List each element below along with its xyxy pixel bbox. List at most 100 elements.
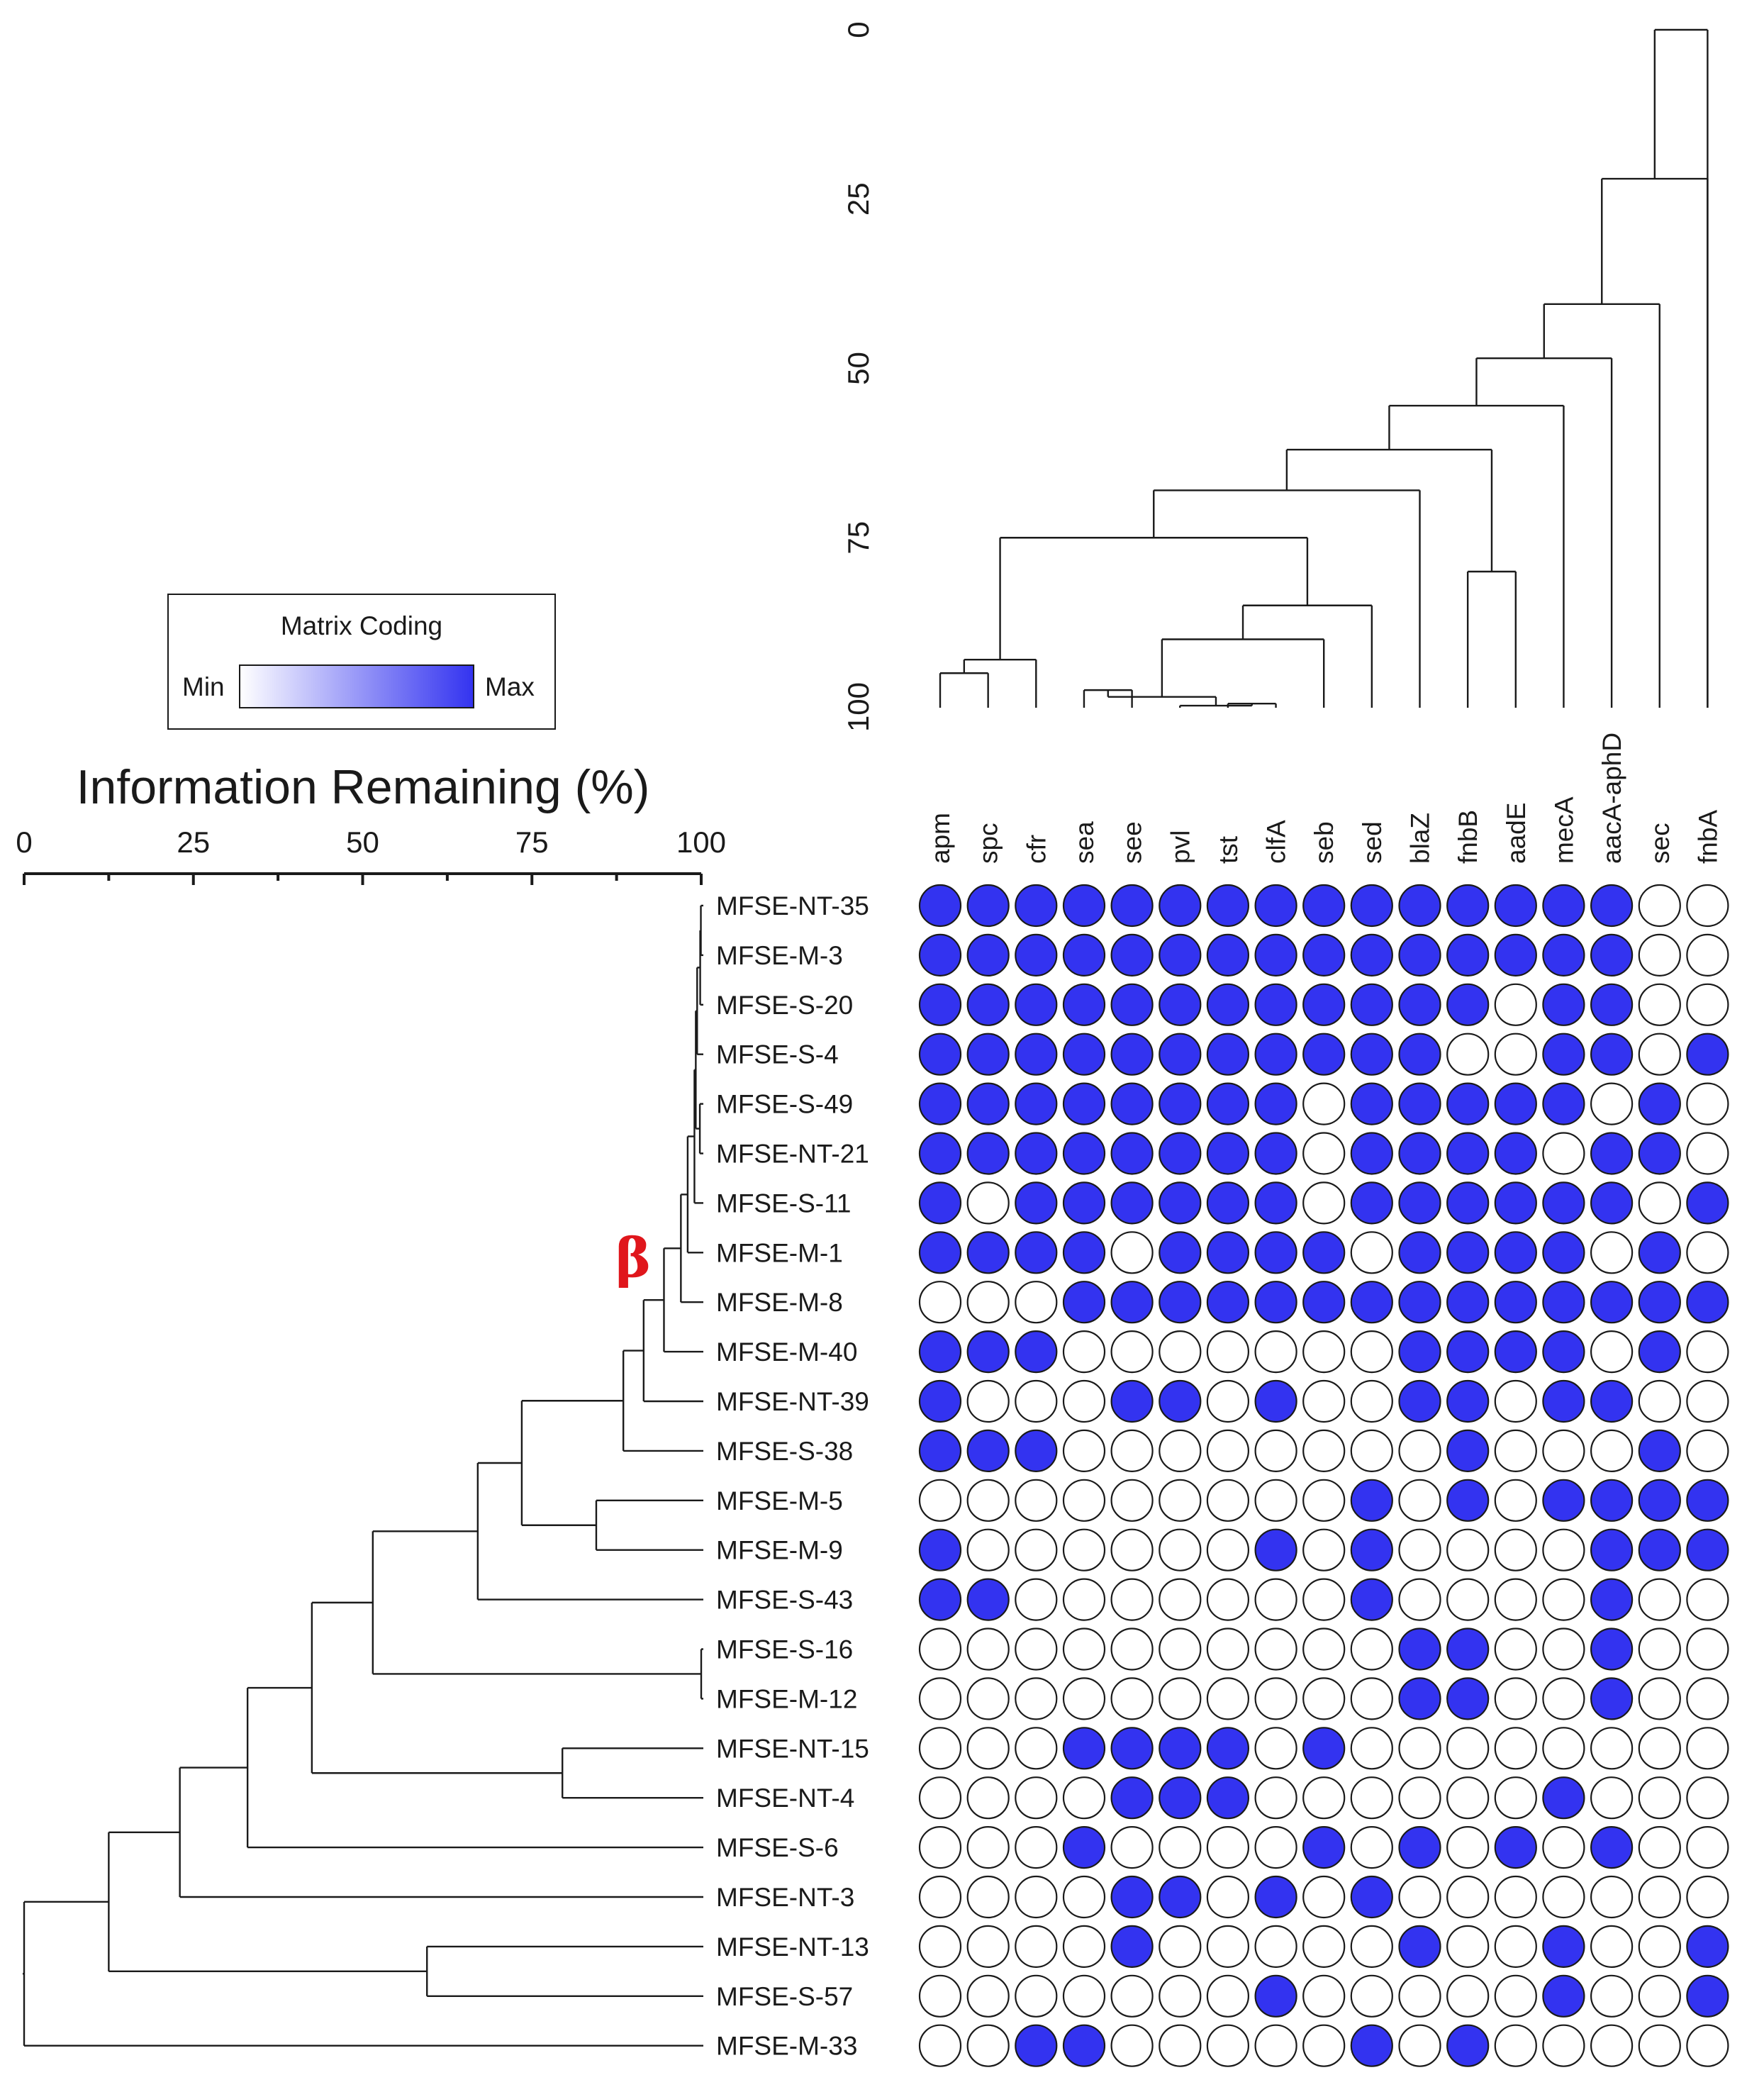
cell-mfse-s-57-sed <box>1350 1974 1393 2018</box>
cell-mfse-s-6-sec <box>1638 1826 1681 1869</box>
cell-mfse-nt-15-blaz <box>1398 1727 1441 1770</box>
cell-mfse-m-40-seb <box>1302 1330 1346 1374</box>
cell-mfse-s-16-cfr <box>1015 1628 1058 1671</box>
cell-mfse-s-43-apm <box>918 1578 962 1621</box>
cell-mfse-s-16-see <box>1110 1628 1154 1671</box>
cell-mfse-s-43-sea <box>1062 1578 1106 1621</box>
cell-mfse-nt-4-pvl <box>1159 1776 1202 1820</box>
cell-mfse-m-3-see <box>1110 933 1154 977</box>
cell-mfse-nt-35-spc <box>966 884 1010 928</box>
legend-max-label: Max <box>485 672 535 701</box>
cell-mfse-m-12-clfa <box>1254 1677 1297 1720</box>
cell-mfse-nt-39-apm <box>918 1379 962 1423</box>
row-axis-tick-label-0: 0 <box>16 825 32 859</box>
cell-mfse-nt-21-meca <box>1542 1132 1585 1175</box>
cell-mfse-s-43-sec <box>1638 1578 1681 1621</box>
cell-mfse-nt-3-aaca-aphd <box>1590 1875 1634 1919</box>
cell-mfse-m-33-sed <box>1350 2024 1393 2067</box>
col-axis-tick-label-0: 0 <box>842 21 875 38</box>
cell-mfse-m-1-meca <box>1542 1231 1585 1274</box>
column-label-tst: tst <box>1214 835 1243 864</box>
cell-mfse-m-40-pvl <box>1159 1330 1202 1374</box>
column-label-sea: sea <box>1070 821 1099 864</box>
cell-mfse-m-5-meca <box>1542 1479 1585 1522</box>
cell-mfse-s-16-fnba <box>1686 1628 1729 1671</box>
row-dendrogram-axis: 0 25 50 75 100 Information Remaining (%) <box>16 760 726 885</box>
cell-mfse-s-6-cfr <box>1015 1826 1058 1869</box>
row-label-mfse-nt-3: MFSE-NT-3 <box>716 1883 854 1912</box>
cell-mfse-nt-3-cfr <box>1015 1875 1058 1919</box>
cell-mfse-s-57-sec <box>1638 1974 1681 2018</box>
cell-mfse-s-49-sed <box>1350 1082 1393 1125</box>
cell-mfse-s-38-apm <box>918 1429 962 1473</box>
cell-mfse-m-8-pvl <box>1159 1281 1202 1324</box>
cell-mfse-s-57-fnbb <box>1446 1974 1490 2018</box>
cell-mfse-s-11-sec <box>1638 1181 1681 1225</box>
cell-mfse-nt-15-aade <box>1494 1727 1537 1770</box>
cell-mfse-m-33-see <box>1110 2024 1154 2067</box>
legend-gradient-bar <box>239 664 474 708</box>
cell-mfse-nt-35-sec <box>1638 884 1681 928</box>
cell-mfse-m-9-pvl <box>1159 1528 1202 1571</box>
cell-mfse-nt-39-meca <box>1542 1379 1585 1423</box>
cell-mfse-m-12-aade <box>1494 1677 1537 1720</box>
cell-mfse-s-11-apm <box>918 1181 962 1225</box>
cell-mfse-s-16-sea <box>1062 1628 1106 1671</box>
matrix-cells <box>918 884 1729 2067</box>
cell-mfse-nt-4-fnbb <box>1446 1776 1490 1820</box>
cell-mfse-s-38-fnbb <box>1446 1429 1490 1473</box>
cell-mfse-m-8-sed <box>1350 1281 1393 1324</box>
cell-mfse-nt-3-blaz <box>1398 1875 1441 1919</box>
cell-mfse-nt-4-fnba <box>1686 1776 1729 1820</box>
cell-mfse-m-12-see <box>1110 1677 1154 1720</box>
cell-mfse-nt-3-spc <box>966 1875 1010 1919</box>
column-label-aade: aadE <box>1502 803 1531 864</box>
cell-mfse-m-9-aaca-aphd <box>1590 1528 1634 1571</box>
cell-mfse-s-43-spc <box>966 1578 1010 1621</box>
cell-mfse-m-3-cfr <box>1015 933 1058 977</box>
cell-mfse-m-12-cfr <box>1015 1677 1058 1720</box>
column-label-seb: seb <box>1310 821 1339 864</box>
column-dendrogram <box>939 28 1709 708</box>
cell-mfse-s-20-sec <box>1638 983 1681 1026</box>
cell-mfse-nt-21-pvl <box>1159 1132 1202 1175</box>
cell-mfse-s-11-meca <box>1542 1181 1585 1225</box>
row-label-mfse-s-43: MFSE-S-43 <box>716 1586 853 1615</box>
cell-mfse-s-57-meca <box>1542 1974 1585 2018</box>
cell-mfse-s-11-pvl <box>1159 1181 1202 1225</box>
cell-mfse-s-43-tst <box>1206 1578 1250 1621</box>
cell-mfse-s-57-clfa <box>1254 1974 1297 2018</box>
cell-mfse-s-11-sea <box>1062 1181 1106 1225</box>
cell-mfse-nt-21-sed <box>1350 1132 1393 1175</box>
cell-mfse-nt-35-pvl <box>1159 884 1202 928</box>
col-axis-tick-label-50: 50 <box>842 352 875 385</box>
cell-mfse-m-1-aade <box>1494 1231 1537 1274</box>
cell-mfse-s-4-seb <box>1302 1033 1346 1076</box>
cell-mfse-m-9-seb <box>1302 1528 1346 1571</box>
cell-mfse-nt-13-sed <box>1350 1925 1393 1968</box>
cell-mfse-nt-3-sea <box>1062 1875 1106 1919</box>
cell-mfse-s-49-blaz <box>1398 1082 1441 1125</box>
cell-mfse-nt-13-pvl <box>1159 1925 1202 1968</box>
cell-mfse-nt-13-seb <box>1302 1925 1346 1968</box>
cell-mfse-nt-35-sea <box>1062 884 1106 928</box>
cell-mfse-nt-13-blaz <box>1398 1925 1441 1968</box>
cell-mfse-s-20-seb <box>1302 983 1346 1026</box>
cell-mfse-s-11-fnba <box>1686 1181 1729 1225</box>
cell-mfse-m-9-aade <box>1494 1528 1537 1571</box>
row-label-mfse-m-12: MFSE-M-12 <box>716 1684 857 1713</box>
cell-mfse-nt-4-meca <box>1542 1776 1585 1820</box>
cell-mfse-nt-21-aaca-aphd <box>1590 1132 1634 1175</box>
cell-mfse-m-40-see <box>1110 1330 1154 1374</box>
cell-mfse-s-20-cfr <box>1015 983 1058 1026</box>
cell-mfse-s-4-pvl <box>1159 1033 1202 1076</box>
cell-mfse-m-1-fnba <box>1686 1231 1729 1274</box>
cell-mfse-nt-39-blaz <box>1398 1379 1441 1423</box>
cell-mfse-m-8-meca <box>1542 1281 1585 1324</box>
cell-mfse-nt-39-clfa <box>1254 1379 1297 1423</box>
cell-mfse-nt-15-aaca-aphd <box>1590 1727 1634 1770</box>
cell-mfse-s-57-apm <box>918 1974 962 2018</box>
cell-mfse-nt-15-sec <box>1638 1727 1681 1770</box>
cell-mfse-nt-39-sec <box>1638 1379 1681 1423</box>
cell-mfse-m-3-tst <box>1206 933 1250 977</box>
